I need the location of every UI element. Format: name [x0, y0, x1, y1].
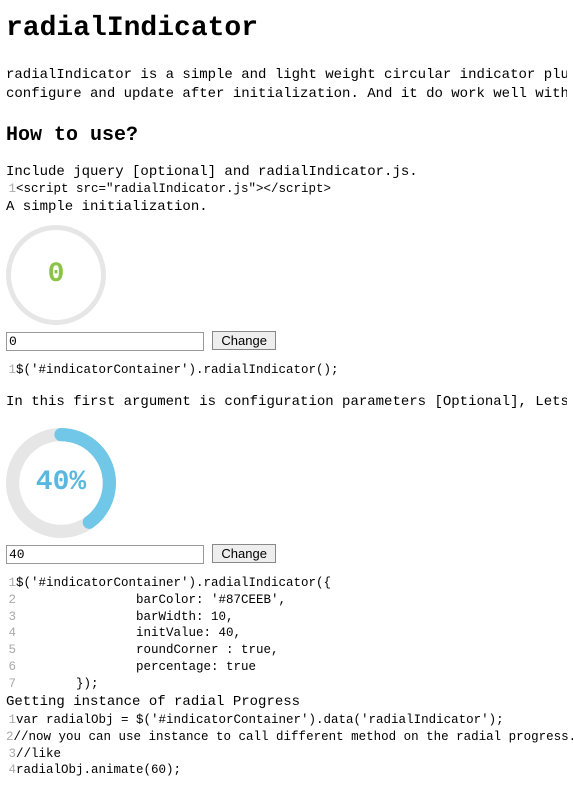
gauge-1-container: 0 Change	[6, 225, 567, 352]
line-number: 2	[6, 592, 16, 609]
gauge-2-change-button[interactable]: Change	[212, 544, 276, 563]
include-line: Include jquery [optional] and radialIndi…	[6, 163, 567, 182]
code-line: var radialObj = $('#indicatorContainer')…	[16, 712, 504, 729]
gauge-1-value: 0	[6, 225, 106, 325]
line-number: 3	[6, 746, 16, 763]
code-block-script-tag: 1<script src="radialIndicator.js"></scri…	[6, 181, 567, 198]
gauge-2: 40%	[6, 428, 116, 538]
code-line: $('#indicatorContainer').radialIndicator…	[16, 575, 331, 592]
code-line: initValue: 40,	[16, 625, 241, 642]
line-number: 7	[6, 676, 16, 693]
line-number: 5	[6, 642, 16, 659]
code-line: //now you can use instance to call diffe…	[14, 729, 573, 746]
line-number: 1	[6, 181, 16, 198]
intro-line-1: radialIndicator is a simple and light we…	[6, 66, 567, 85]
line-number: 6	[6, 659, 16, 676]
gauge-1-change-button[interactable]: Change	[212, 331, 276, 350]
code-block-basic-init: 1$('#indicatorContainer').radialIndicato…	[6, 362, 567, 379]
intro-line-2: configure and update after initializatio…	[6, 85, 567, 104]
code-line: //like	[16, 746, 61, 763]
code-block-instance: 1var radialObj = $('#indicatorContainer'…	[6, 712, 567, 780]
line-number: 3	[6, 609, 16, 626]
config-line: In this first argument is configuration …	[6, 393, 567, 412]
line-number: 1	[6, 575, 16, 592]
howto-heading: How to use?	[6, 122, 567, 149]
code-line: roundCorner : true,	[16, 642, 279, 659]
simple-init-line: A simple initialization.	[6, 198, 567, 217]
line-number: 1	[6, 712, 16, 729]
code-line: percentage: true	[16, 659, 256, 676]
code-line: barColor: '#87CEEB',	[16, 592, 286, 609]
code-line: $('#indicatorContainer').radialIndicator…	[16, 362, 339, 379]
gauge-2-input[interactable]	[6, 545, 204, 564]
line-number: 2	[6, 729, 14, 746]
getting-instance-line: Getting instance of radial Progress	[6, 693, 567, 712]
gauge-2-container: 40% Change	[6, 428, 567, 565]
page-title: radialIndicator	[6, 10, 567, 48]
code-line: barWidth: 10,	[16, 609, 234, 626]
gauge-2-value: 40%	[6, 428, 116, 538]
gauge-1-input[interactable]	[6, 332, 204, 351]
code-line: });	[16, 676, 99, 693]
line-number: 1	[6, 362, 16, 379]
gauge-1: 0	[6, 225, 106, 325]
line-number: 4	[6, 625, 16, 642]
code-line: <script src="radialIndicator.js"></scrip…	[16, 181, 331, 198]
code-block-config-init: 1$('#indicatorContainer').radialIndicato…	[6, 575, 567, 693]
